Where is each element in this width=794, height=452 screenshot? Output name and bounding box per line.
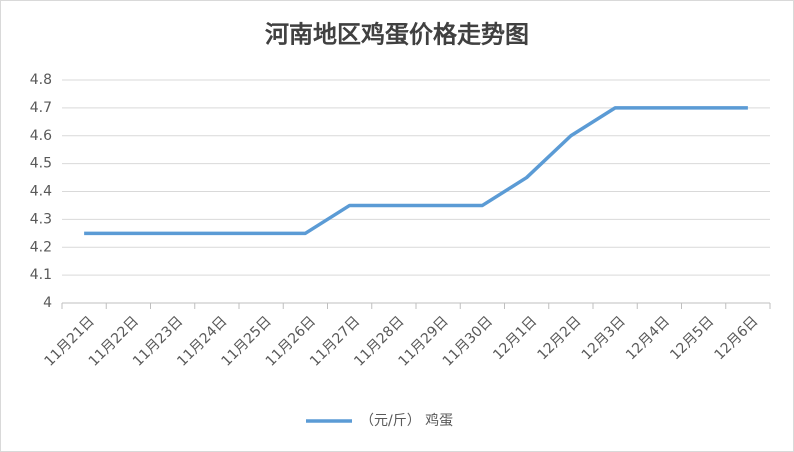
- y-tick-label: 4.4: [30, 184, 52, 200]
- series-line: [84, 106, 748, 236]
- y-tick-label: 4.5: [30, 156, 52, 172]
- y-tick-label: 4: [43, 295, 52, 311]
- y-tick-label: 4.8: [30, 72, 52, 88]
- chart-title: 河南地区鸡蛋价格走势图: [265, 20, 529, 49]
- y-tick-label: 4.6: [30, 128, 52, 144]
- legend-label: （元/斤） 鸡蛋: [360, 412, 453, 429]
- y-tick-label: 4.1: [30, 267, 52, 283]
- y-tick-label: 4.2: [30, 239, 52, 255]
- y-tick-label: 4.3: [30, 211, 52, 227]
- y-tick-label: 4.7: [30, 100, 52, 116]
